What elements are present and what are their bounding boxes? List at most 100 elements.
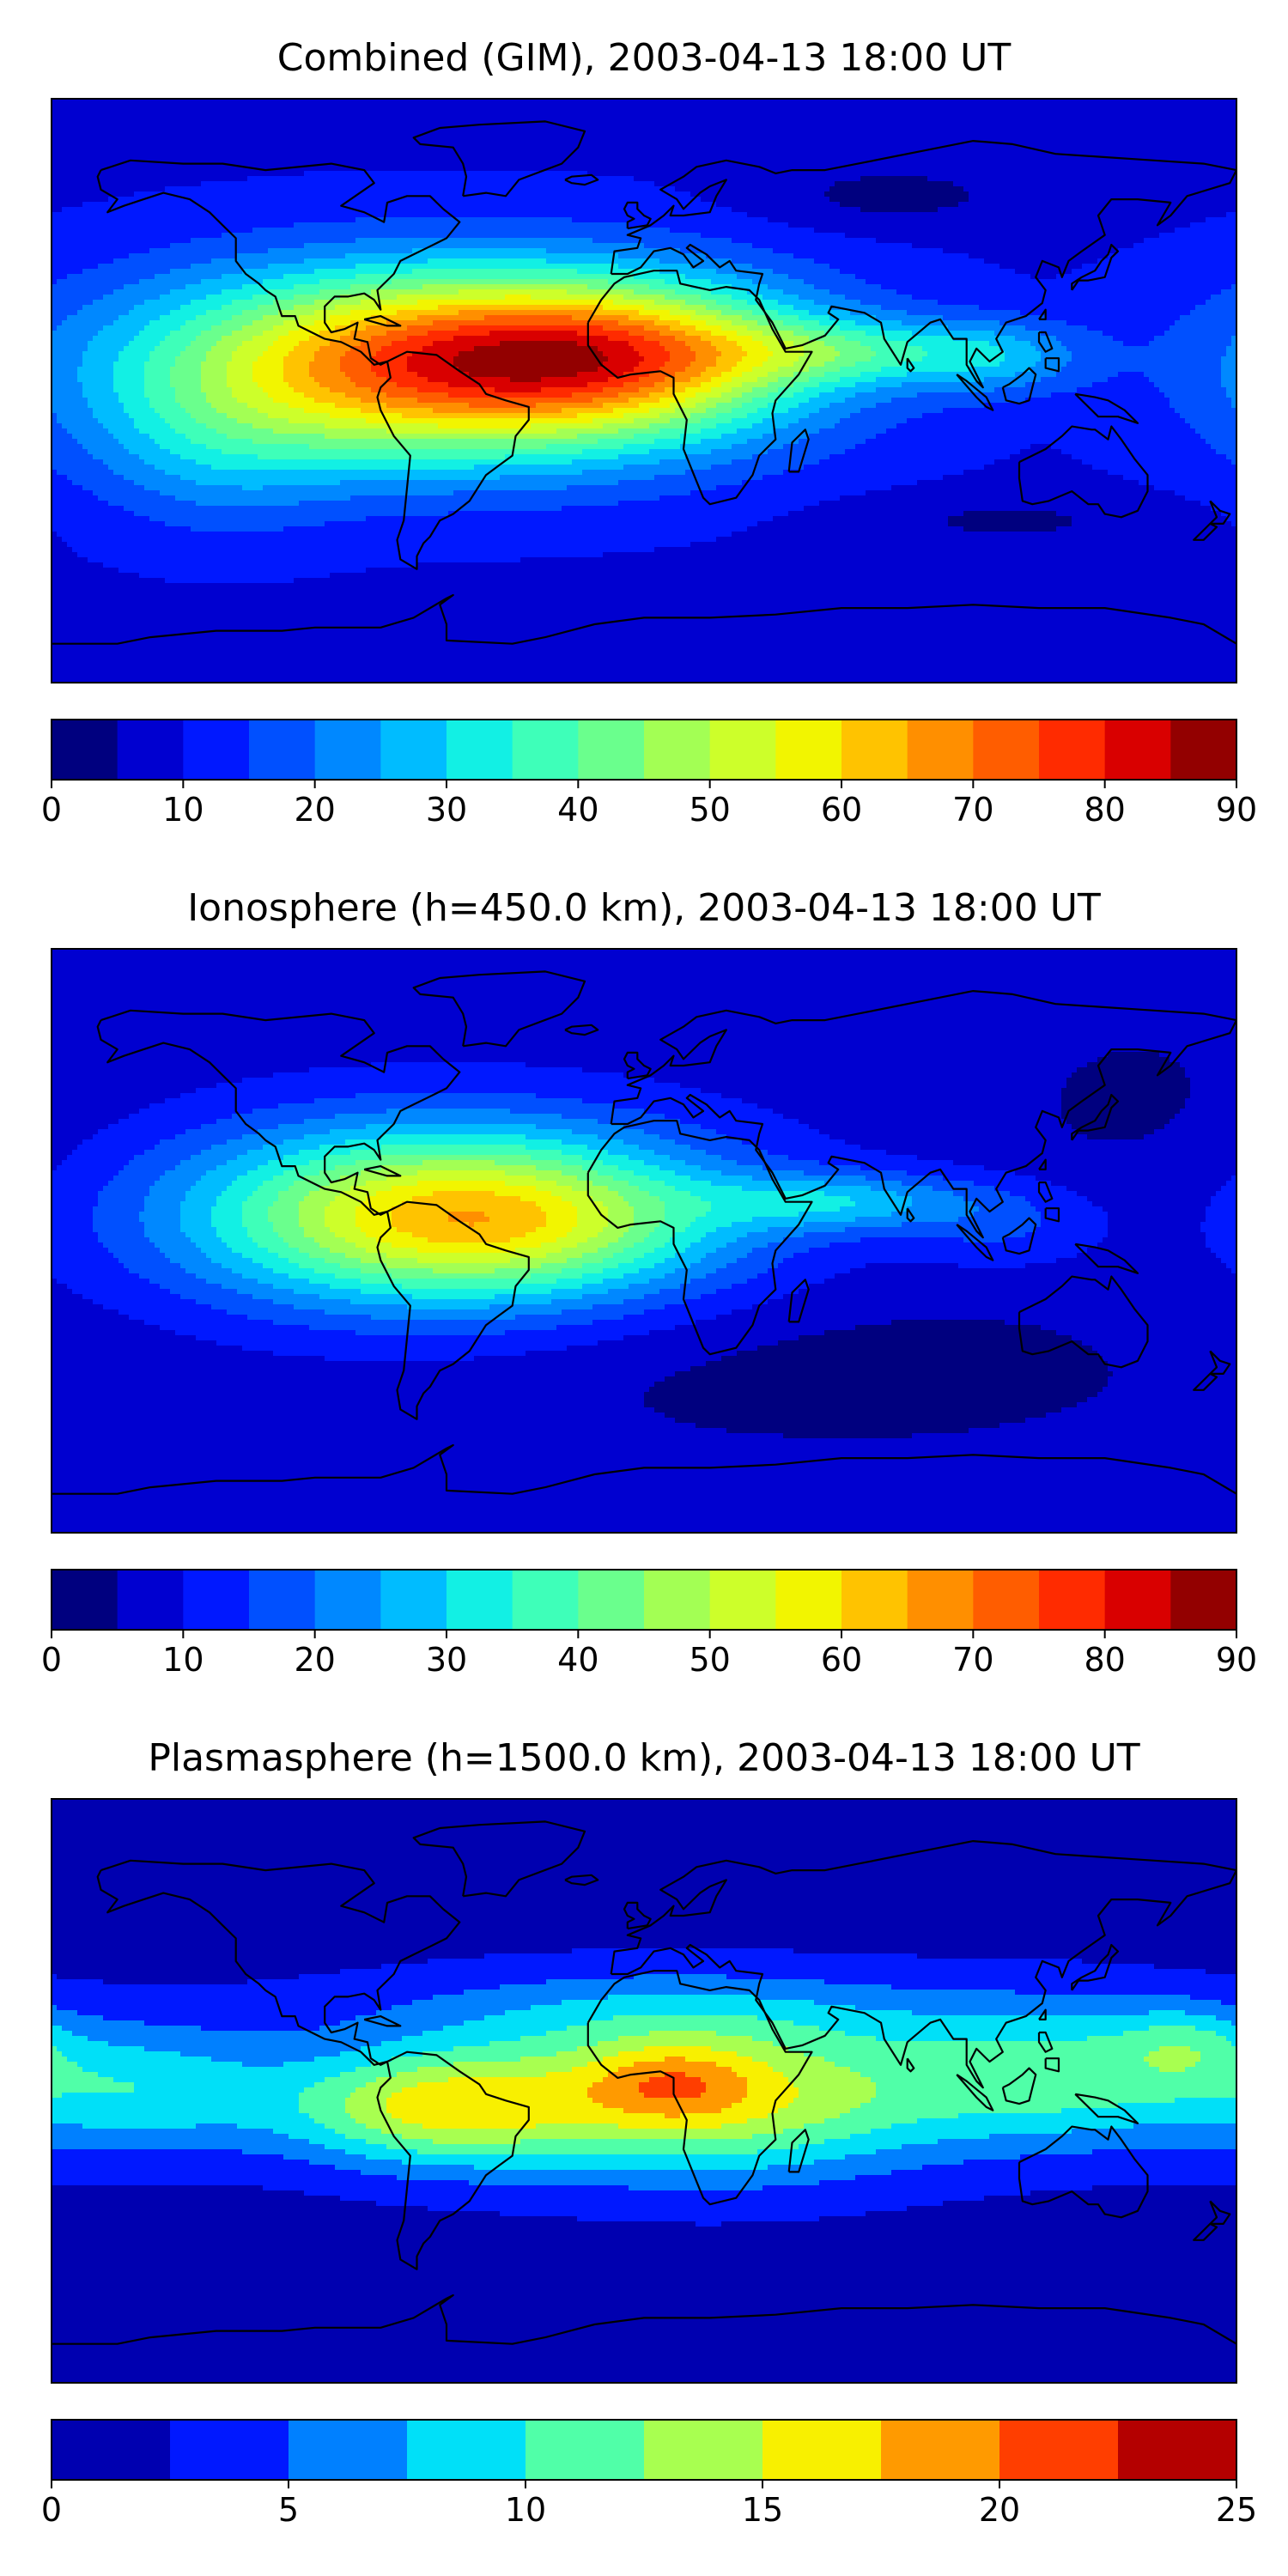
field-cell	[958, 114, 964, 120]
field-cell	[835, 155, 841, 161]
field-cell	[407, 202, 413, 208]
field-cell	[814, 145, 820, 151]
field-cell	[402, 176, 408, 182]
field-cell	[958, 191, 964, 197]
field-cell	[613, 145, 619, 151]
field-cell	[72, 125, 78, 131]
field-cell	[237, 140, 243, 146]
field-cell	[644, 150, 650, 156]
field-cell	[1010, 186, 1016, 192]
field-cell	[541, 197, 547, 203]
field-cell	[654, 109, 660, 115]
field-cell	[917, 125, 923, 131]
field-cell	[77, 104, 83, 110]
field-cell	[788, 150, 794, 156]
field-cell	[129, 114, 135, 120]
field-cell	[659, 130, 665, 136]
field-cell	[201, 197, 207, 203]
field-cell	[227, 166, 233, 172]
field-cell	[654, 104, 660, 110]
field-cell	[72, 104, 78, 110]
field-cell	[88, 130, 94, 136]
field-cell	[294, 109, 300, 115]
field-cell	[170, 125, 176, 131]
field-cell	[155, 202, 161, 208]
field-cell	[252, 125, 258, 131]
field-cell	[670, 125, 676, 131]
field-cell	[1200, 150, 1206, 156]
field-cell	[866, 207, 872, 213]
field-cell	[113, 186, 119, 192]
field-cell	[252, 202, 258, 208]
field-cell	[412, 197, 418, 203]
field-cell	[397, 181, 403, 187]
field-cell	[670, 109, 676, 115]
field-cell	[526, 135, 532, 141]
field-cell	[1061, 197, 1067, 203]
field-cell	[489, 197, 495, 203]
field-cell	[139, 191, 145, 197]
field-cell	[979, 161, 985, 167]
field-cell	[1180, 166, 1186, 172]
field-cell	[737, 130, 743, 136]
field-cell	[500, 171, 506, 177]
field-cell	[860, 186, 866, 192]
field-cell	[886, 119, 892, 125]
field-cell	[840, 197, 846, 203]
field-cell	[263, 119, 269, 125]
field-cell	[77, 161, 83, 167]
field-cell	[515, 202, 521, 208]
field-cell	[350, 202, 356, 208]
field-cell	[752, 145, 758, 151]
field-cell	[598, 186, 604, 192]
field-cell	[82, 135, 88, 141]
field-cell	[237, 155, 243, 161]
field-cell	[216, 186, 222, 192]
field-cell	[1015, 191, 1021, 197]
field-cell	[381, 150, 387, 156]
field-cell	[211, 150, 217, 156]
field-cell	[1211, 202, 1217, 208]
field-cell	[407, 130, 413, 136]
field-cell	[165, 109, 171, 115]
field-cell	[840, 171, 846, 177]
field-cell	[438, 135, 444, 141]
field-cell	[1185, 186, 1191, 192]
field-cell	[1211, 150, 1217, 156]
field-cell	[948, 181, 954, 187]
field-cell	[278, 140, 284, 146]
field-cell	[392, 130, 398, 136]
field-cell	[587, 161, 593, 167]
field-cell	[1015, 155, 1021, 161]
field-cell	[139, 145, 145, 151]
field-cell	[994, 197, 1000, 203]
field-cell	[294, 191, 300, 197]
field-cell	[304, 140, 310, 146]
field-cell	[1190, 176, 1196, 182]
field-cell	[1221, 114, 1227, 120]
field-cell	[325, 150, 331, 156]
field-cell	[206, 191, 212, 197]
field-cell	[891, 191, 897, 197]
field-cell	[737, 191, 743, 197]
field-cell	[762, 171, 769, 177]
field-cell	[541, 202, 547, 208]
field-cell	[464, 197, 470, 203]
field-cell	[319, 176, 325, 182]
field-cell	[294, 155, 300, 161]
field-cell	[1066, 140, 1072, 146]
field-cell	[237, 145, 243, 151]
field-cell	[273, 130, 279, 136]
field-cell	[587, 125, 593, 131]
field-cell	[618, 202, 624, 208]
field-cell	[819, 150, 825, 156]
field-cell	[520, 197, 526, 203]
field-cell	[397, 176, 403, 182]
field-cell	[206, 202, 212, 208]
field-cell	[819, 207, 825, 213]
field-cell	[665, 197, 671, 203]
field-cell	[216, 171, 222, 177]
field-cell	[268, 104, 274, 110]
field-cell	[1092, 140, 1098, 146]
